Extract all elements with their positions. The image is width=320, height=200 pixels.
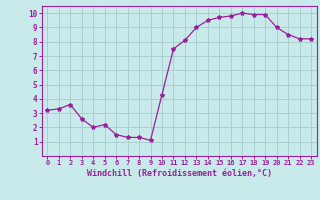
X-axis label: Windchill (Refroidissement éolien,°C): Windchill (Refroidissement éolien,°C) <box>87 169 272 178</box>
